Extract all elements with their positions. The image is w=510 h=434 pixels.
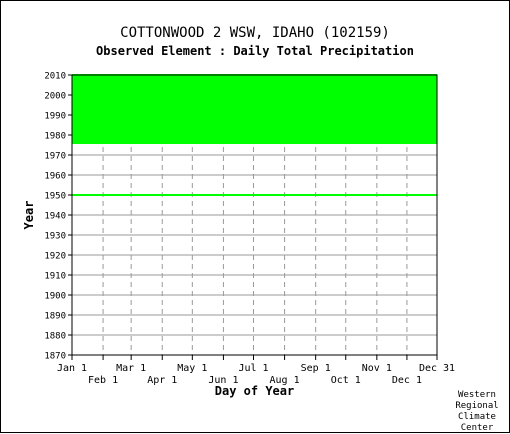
x-tick-label: Jul 1 [238,363,268,374]
y-tick-label: 1950 [44,192,66,202]
y-tick-label: 1870 [44,352,66,362]
tick-layer: 1870 1880 1890 1900 1910 1920 1930 1940 1950 1960… [44,72,455,387]
y-axis-label: Year [22,201,36,230]
x-tick-label: Oct 1 [331,375,361,386]
y-tick-label: 2000 [44,92,66,102]
y-tick-label: 2010 [44,72,66,82]
credit-line: Western [458,390,496,400]
x-tick-label: Dec 31 [419,363,455,374]
x-tick-label: Feb 1 [88,375,118,386]
x-tick-label: May 1 [177,363,207,374]
y-tick-label: 1980 [44,132,66,142]
data-coverage-block [72,74,437,144]
x-tick-label: Dec 1 [392,375,422,386]
y-tick-label: 1930 [44,232,66,242]
credit-line: Center [460,423,494,433]
x-tick-label: Apr 1 [147,375,177,386]
y-tick-label: 1890 [44,312,66,322]
x-tick-label: Jun 1 [208,375,238,386]
credit-line: Climate [458,412,496,422]
x-tick-label: Jan 1 [57,363,87,374]
y-tick-label: 1960 [44,172,66,182]
data-coverage-block [72,194,437,196]
chart-subtitle: Observed Element : Daily Total Precipita… [96,44,414,58]
data-layer [72,74,437,196]
y-tick-label: 1910 [44,272,66,282]
y-tick-label: 1880 [44,332,66,342]
y-tick-label: 1900 [44,292,66,302]
wrcc-credit: Western Regional Climate Center [452,390,502,434]
chart-title: COTTONWOOD 2 WSW, IDAHO (102159) [120,25,390,41]
x-tick-label: Sep 1 [301,363,331,374]
y-tick-label: 1940 [44,212,66,222]
x-axis-label: Day of Year [215,384,294,398]
x-tick-label: Aug 1 [270,375,300,386]
x-tick-label: Mar 1 [116,363,146,374]
credit-line: Regional [455,401,499,411]
x-tick-label: Nov 1 [362,363,392,374]
y-tick-label: 1920 [44,252,66,262]
y-tick-label: 1970 [44,152,66,162]
y-tick-label: 1990 [44,112,66,122]
